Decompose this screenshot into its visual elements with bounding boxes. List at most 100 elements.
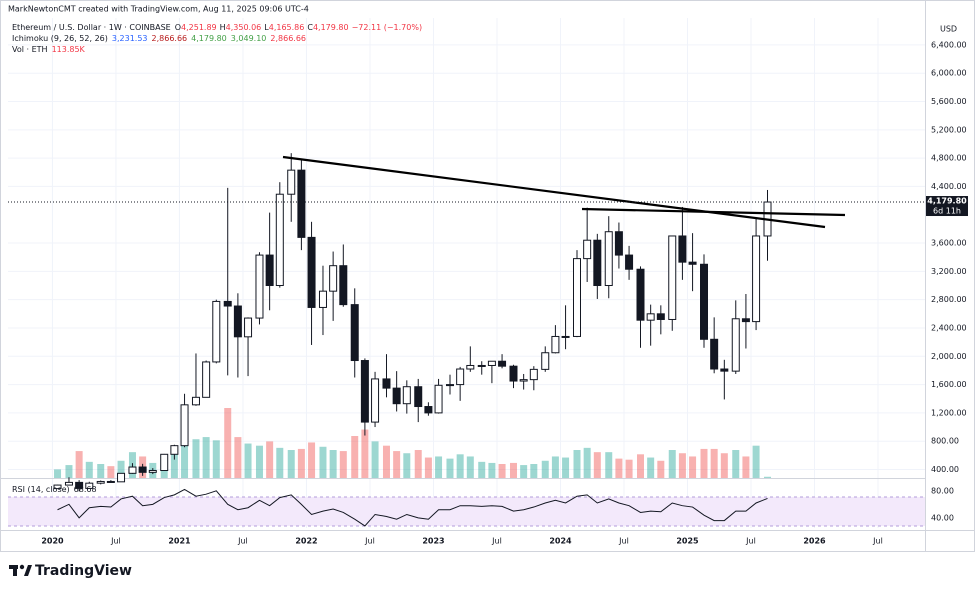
y-tick-label: 2,000.00 — [931, 352, 967, 361]
x-tick-label: 2023 — [422, 537, 444, 546]
volume-bar — [764, 476, 772, 478]
volume-bar — [752, 445, 760, 478]
candle-body — [382, 378, 391, 389]
volume-bar — [297, 448, 305, 478]
volume-bar — [466, 456, 474, 478]
candle-body — [688, 261, 697, 265]
y-tick-label: 400.00 — [931, 465, 959, 474]
y-tick-label: 5,200.00 — [931, 125, 967, 134]
x-tick-label: Jul — [237, 537, 248, 546]
ohlc-value: 4,350.06 — [226, 23, 262, 32]
candle-body — [646, 313, 655, 321]
ichimoku-value: 3,049.10 — [231, 34, 267, 43]
x-tick-label: Jul — [110, 537, 121, 546]
candle-body — [614, 231, 623, 256]
marks — [53, 153, 772, 527]
candle-body — [180, 404, 189, 447]
volume-bar — [509, 462, 517, 478]
volume-bar — [668, 450, 676, 478]
candle-body — [466, 364, 475, 370]
candle-body — [498, 360, 507, 367]
x-tick-label: 2025 — [676, 537, 699, 546]
volume-bar — [435, 456, 443, 478]
candle-body — [434, 384, 443, 414]
volume-bar — [181, 432, 189, 478]
y-tick-label: 2,400.00 — [931, 323, 967, 332]
footer — [0, 552, 975, 590]
candle-body — [402, 386, 411, 405]
volume-bar — [615, 458, 623, 478]
y-tick-label: 6,400.00 — [931, 40, 967, 49]
ichimoku-value: 4,179.80 — [191, 34, 227, 43]
candle-body — [477, 364, 486, 367]
x-tick-label: Jul — [872, 537, 883, 546]
y-tick-label: 5,600.00 — [931, 97, 967, 106]
volume-bar — [339, 451, 347, 478]
y-tick-label: 6,000.00 — [931, 69, 967, 78]
candle-body — [424, 406, 433, 414]
volume-bar — [593, 452, 601, 478]
countdown: 6d 11h — [933, 207, 961, 216]
x-tick-label: 2020 — [41, 537, 64, 546]
candle-body — [509, 365, 518, 382]
candle-body — [223, 300, 232, 307]
volume-bar — [266, 441, 274, 478]
x-tick-label: 2021 — [168, 537, 191, 546]
volume-value: 113.85K — [52, 45, 86, 54]
volume-bar — [478, 461, 486, 478]
volume-bar — [700, 448, 708, 478]
rsi-legend: RSI (14, close) 68.68 — [12, 485, 97, 494]
candle-body — [700, 263, 709, 340]
candle-body — [445, 384, 454, 387]
candle-body — [551, 335, 560, 354]
candle-body — [583, 239, 592, 260]
symbol-legend: Ethereum / U.S. Dollar · 1W · COINBASE O4… — [12, 23, 422, 32]
ohlc-value: 4,251.89 — [181, 23, 217, 32]
ohlc-label: O — [175, 23, 181, 32]
volume-bar — [85, 461, 93, 478]
x-tick-label: 2022 — [295, 537, 317, 546]
y-tick-label: 800.00 — [931, 437, 959, 446]
volume-bar — [732, 450, 740, 478]
ichimoku-name: Ichimoku (9, 26, 52, 26) — [12, 34, 108, 43]
volume-bar — [403, 453, 411, 478]
volume-bar — [605, 452, 613, 478]
volume-bar — [97, 464, 105, 478]
candle-body — [541, 352, 550, 370]
trend-line — [581, 207, 846, 217]
symbol: Ethereum / U.S. Dollar · 1W · COINBASE — [12, 23, 171, 32]
candle-body — [202, 361, 211, 398]
ichimoku-value: 2,866.66 — [270, 34, 306, 43]
x-tick-label: Jul — [364, 537, 375, 546]
volume-bar — [488, 462, 496, 478]
volume-bar — [276, 447, 284, 478]
volume-bar — [583, 447, 591, 478]
candle-body — [53, 484, 62, 490]
volume-bar — [573, 450, 581, 478]
ichimoku-value: 2,866.66 — [152, 34, 188, 43]
volume-bar — [234, 437, 242, 478]
rsi-value: 68.68 — [74, 485, 97, 494]
volume-bar — [710, 448, 718, 478]
volume-bar — [329, 450, 337, 478]
candle-body — [572, 258, 581, 337]
candle-body — [75, 481, 84, 489]
y-tick-label: 4,800.00 — [931, 154, 967, 163]
volume-bar — [170, 450, 178, 478]
volume-bar — [742, 456, 750, 478]
volume-bar — [657, 460, 665, 478]
y-tick-label: 3,600.00 — [931, 239, 967, 248]
candle-body — [148, 469, 157, 473]
volume-bar — [371, 441, 379, 478]
volume-bar — [541, 460, 549, 478]
trend-line — [282, 155, 826, 229]
volume-bar — [530, 464, 538, 478]
volume-bar — [192, 439, 200, 478]
candle-body — [656, 313, 665, 320]
candle-body — [329, 265, 338, 292]
volume-bar — [678, 453, 686, 478]
ohlc-value: 4,165.86 — [269, 23, 305, 32]
volume-bar — [647, 457, 655, 478]
volume-bar — [287, 450, 295, 478]
volume-bar — [498, 464, 506, 478]
